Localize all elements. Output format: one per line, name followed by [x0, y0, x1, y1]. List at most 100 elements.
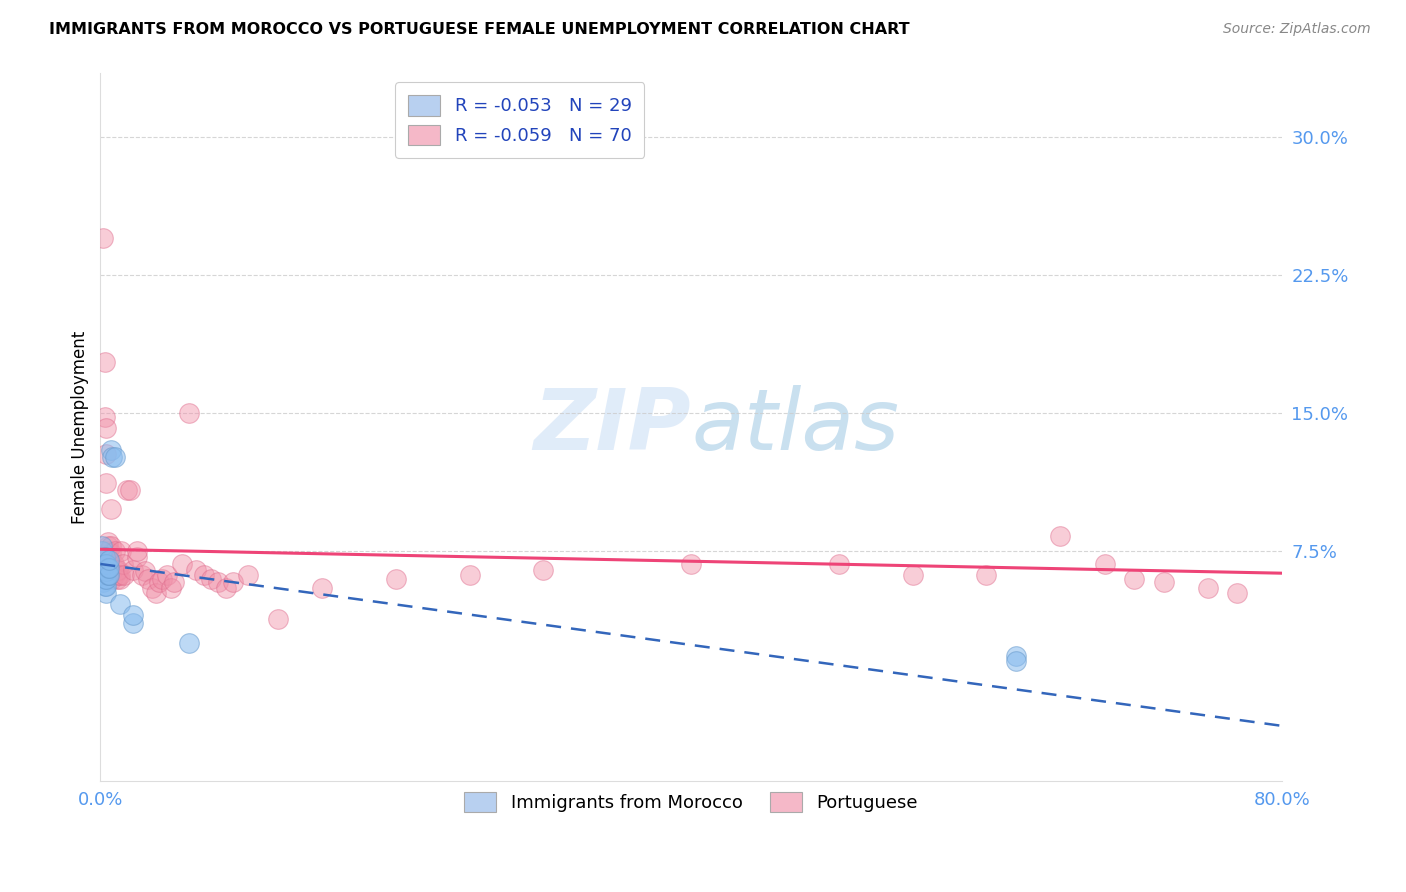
Point: [108, 572, 131, 586]
Point: [100, 539, 122, 553]
Point: [141, 581, 163, 595]
Point: [94, 572, 117, 586]
Point: [96, 476, 118, 491]
Point: [96, 579, 118, 593]
Point: [98, 553, 121, 567]
Point: [90, 539, 112, 553]
Point: [828, 557, 851, 571]
Point: [104, 450, 127, 465]
Point: [207, 575, 229, 590]
Point: [91, 231, 114, 245]
Point: [134, 565, 156, 579]
Point: [96, 572, 118, 586]
Point: [531, 562, 554, 576]
Point: [96, 447, 118, 461]
Point: [97, 544, 120, 558]
Point: [97, 553, 120, 567]
Point: [118, 483, 141, 498]
Point: [104, 544, 127, 558]
Point: [96, 586, 118, 600]
Point: [193, 568, 215, 582]
Point: [94, 579, 117, 593]
Point: [121, 562, 143, 576]
Point: [100, 442, 122, 457]
Point: [100, 546, 122, 560]
Point: [91, 568, 114, 582]
Point: [136, 572, 159, 586]
Legend: Immigrants from Morocco, Portuguese: Immigrants from Morocco, Portuguese: [451, 779, 931, 825]
Point: [150, 572, 173, 586]
Point: [1123, 572, 1146, 586]
Point: [266, 612, 288, 626]
Point: [97, 560, 120, 574]
Point: [98, 562, 121, 576]
Point: [94, 549, 117, 564]
Point: [1005, 648, 1028, 663]
Text: Source: ZipAtlas.com: Source: ZipAtlas.com: [1223, 22, 1371, 37]
Point: [311, 581, 333, 595]
Point: [458, 568, 481, 582]
Point: [97, 549, 120, 564]
Text: atlas: atlas: [690, 385, 898, 468]
Point: [976, 568, 998, 582]
Point: [101, 450, 124, 465]
Point: [98, 568, 121, 582]
Point: [186, 562, 208, 576]
Point: [105, 565, 128, 579]
Point: [97, 535, 120, 549]
Point: [679, 557, 702, 571]
Point: [104, 568, 127, 582]
Point: [107, 568, 129, 582]
Point: [101, 572, 124, 586]
Point: [108, 598, 131, 612]
Point: [96, 421, 118, 435]
Point: [90, 544, 112, 558]
Point: [94, 557, 117, 571]
Point: [177, 636, 200, 650]
Point: [98, 560, 121, 574]
Point: [96, 557, 118, 571]
Point: [98, 557, 121, 571]
Point: [100, 501, 122, 516]
Point: [145, 586, 167, 600]
Point: [121, 615, 143, 630]
Point: [94, 562, 117, 576]
Point: [1197, 581, 1219, 595]
Point: [1049, 529, 1071, 543]
Text: ZIP: ZIP: [533, 385, 690, 468]
Point: [127, 544, 149, 558]
Point: [160, 581, 183, 595]
Point: [108, 568, 131, 582]
Point: [222, 575, 245, 590]
Point: [98, 568, 121, 582]
Point: [105, 572, 128, 586]
Point: [112, 568, 135, 582]
Point: [121, 608, 143, 623]
Point: [215, 581, 238, 595]
Point: [110, 544, 132, 558]
Point: [131, 568, 153, 582]
Point: [200, 572, 222, 586]
Point: [107, 562, 129, 576]
Point: [156, 568, 179, 582]
Point: [91, 575, 114, 590]
Point: [384, 572, 406, 586]
Point: [111, 557, 134, 571]
Point: [127, 549, 149, 564]
Point: [97, 568, 120, 582]
Point: [148, 575, 170, 590]
Point: [115, 483, 138, 498]
Point: [96, 565, 118, 579]
Point: [236, 568, 259, 582]
Point: [1226, 586, 1249, 600]
Point: [1094, 557, 1116, 571]
Point: [91, 560, 114, 574]
Y-axis label: Female Unemployment: Female Unemployment: [72, 330, 89, 524]
Point: [94, 409, 117, 424]
Point: [1005, 655, 1028, 669]
Point: [97, 539, 120, 553]
Point: [163, 575, 186, 590]
Point: [901, 568, 924, 582]
Point: [1153, 575, 1175, 590]
Text: IMMIGRANTS FROM MOROCCO VS PORTUGUESE FEMALE UNEMPLOYMENT CORRELATION CHART: IMMIGRANTS FROM MOROCCO VS PORTUGUESE FE…: [49, 22, 910, 37]
